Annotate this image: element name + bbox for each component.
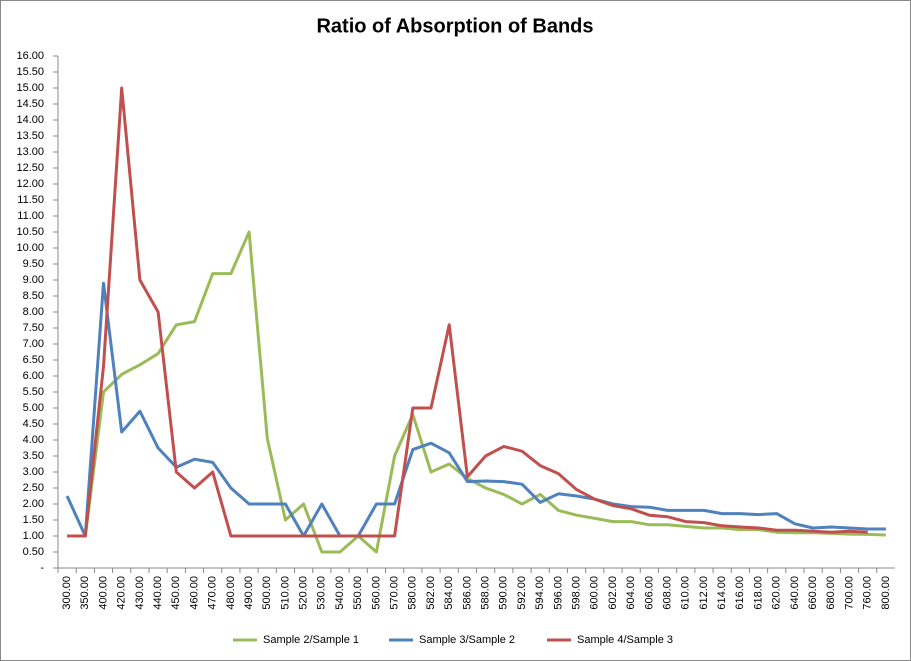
x-tick-label: 618.00 [752,576,764,610]
x-tick-label: 600.00 [589,576,601,610]
x-tick-label: 300.00 [61,576,73,610]
y-tick-label: 5.00 [23,402,44,414]
y-tick-label: 9.50 [23,258,44,270]
x-tick-label: 350.00 [79,576,91,610]
x-tick-label: 450.00 [170,576,182,610]
chart-title: Ratio of Absorption of Bands [316,15,593,37]
y-tick-label: 8.50 [23,290,44,302]
x-tick-label: 590.00 [498,576,510,610]
y-tick-label: 15.50 [16,66,44,78]
y-tick-label: 15.00 [16,82,44,94]
y-tick-label: 8.00 [23,306,44,318]
x-tick-label: 460.00 [188,576,200,610]
y-tick-label: 14.50 [16,98,44,110]
x-tick-label: 586.00 [461,576,473,610]
y-tick-label: 13.50 [16,130,44,142]
x-tick-label: 470.00 [207,576,219,610]
x-tick-label: 490.00 [243,576,255,610]
x-tick-label: 604.00 [625,576,637,610]
x-tick-label: 560.00 [370,576,382,610]
x-tick-label: 584.00 [443,576,455,610]
x-tick-label: 800.00 [880,576,892,610]
y-tick-label: - [40,562,44,574]
x-tick-label: 608.00 [661,576,673,610]
y-tick-label: 7.50 [23,322,44,334]
y-tick-label: 14.00 [16,114,44,126]
x-tick-label: 582.00 [425,576,437,610]
x-tick-label: 760.00 [862,576,874,610]
x-tick-label: 640.00 [789,576,801,610]
y-tick-label: 10.00 [16,242,44,254]
x-tick-label: 510.00 [279,576,291,610]
y-tick-label: 16.00 [16,50,44,62]
x-tick-label: 530.00 [316,576,328,610]
y-tick-label: 11.50 [17,194,44,206]
x-tick-label: 520.00 [298,576,310,610]
x-tick-label: 610.00 [680,576,692,610]
x-tick-label: 612.00 [698,576,710,610]
y-tick-label: 6.00 [23,370,44,382]
legend-label: Sample 2/Sample 1 [263,634,359,646]
y-tick-label: 12.00 [16,178,44,190]
y-tick-label: 10.50 [16,226,44,238]
x-tick-label: 580.00 [407,576,419,610]
series-line [67,230,886,554]
x-tick-label: 596.00 [552,576,564,610]
x-tick-label: 594.00 [534,576,546,610]
x-tick-label: 620.00 [771,576,783,610]
x-tick-label: 480.00 [225,576,237,610]
x-tick-label: 588.00 [480,576,492,610]
series-line [65,281,886,538]
x-tick-label: 598.00 [570,576,582,610]
x-tick-label: 540.00 [334,576,346,610]
x-tick-label: 660.00 [807,576,819,610]
y-tick-label: 3.50 [23,450,44,462]
y-tick-label: 4.50 [23,418,44,430]
y-tick-label: 5.50 [23,386,44,398]
y-tick-label: 12.50 [16,162,44,174]
y-tick-label: 11.00 [17,210,44,222]
y-tick-label: 4.00 [23,434,44,446]
y-tick-label: 2.50 [23,482,44,494]
x-tick-label: 500.00 [261,576,273,610]
x-tick-label: 550.00 [352,576,364,610]
x-tick-label: 430.00 [134,576,146,610]
x-tick-label: 592.00 [516,576,528,610]
series-line [67,86,868,538]
legend-label: Sample 3/Sample 2 [419,634,515,646]
x-tick-label: 614.00 [716,576,728,610]
y-tick-label: 6.50 [23,354,44,366]
y-tick-label: 2.00 [23,498,44,510]
x-tick-label: 616.00 [734,576,746,610]
y-tick-label: 0.50 [23,546,44,558]
y-tick-label: 1.00 [23,530,44,542]
y-tick-label: 13.00 [16,146,44,158]
y-tick-label: 3.00 [23,466,44,478]
y-tick-label: 9.00 [23,274,44,286]
legend-label: Sample 4/Sample 3 [577,634,673,646]
x-tick-label: 602.00 [607,576,619,610]
x-tick-label: 700.00 [843,576,855,610]
x-tick-label: 420.00 [116,576,128,610]
x-tick-label: 570.00 [389,576,401,610]
x-tick-label: 440.00 [152,576,164,610]
x-tick-label: 400.00 [97,576,109,610]
x-tick-label: 606.00 [643,576,655,610]
y-tick-label: 7.00 [23,338,44,350]
y-tick-label: 1.50 [23,514,44,526]
x-tick-label: 680.00 [825,576,837,610]
